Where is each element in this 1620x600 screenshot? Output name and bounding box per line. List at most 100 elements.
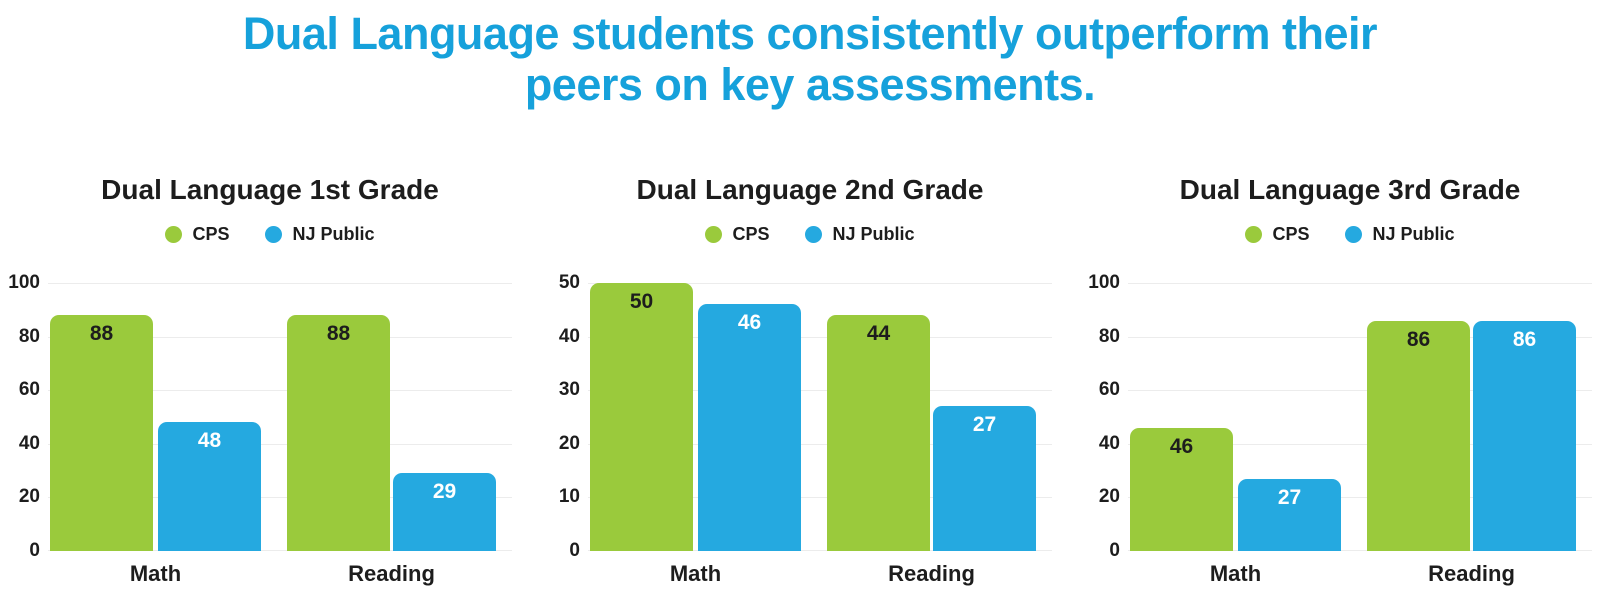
bar-value-label: 27 — [1277, 486, 1302, 509]
y-axis-tick-label: 80 — [1098, 325, 1120, 347]
chart-legend: CPS NJ Public — [0, 224, 540, 245]
x-axis-category-label: Reading — [888, 561, 975, 586]
page-title-line-2: peers on key assessments. — [524, 59, 1096, 110]
bar-value-label: 48 — [197, 429, 222, 452]
bar-nj-public-reading: 27 — [933, 406, 1036, 551]
gridline — [1128, 390, 1592, 392]
bar-value-label: 27 — [972, 413, 997, 436]
gridline — [48, 550, 512, 551]
bar-cps-math: 88 — [50, 315, 153, 551]
gridline — [588, 443, 1052, 445]
legend-item-cps: CPS — [705, 224, 769, 245]
gridline — [48, 336, 512, 338]
legend-label: NJ Public — [1372, 224, 1455, 244]
x-axis-category-label: Math — [129, 561, 182, 586]
y-axis-tick-label: 20 — [18, 486, 40, 508]
gridline — [1128, 497, 1592, 499]
y-axis-tick-label: 0 — [569, 540, 580, 561]
legend-item-nj-public: NJ Public — [805, 224, 915, 245]
bar-value-label: 86 — [1406, 328, 1431, 351]
legend-item-nj-public: NJ Public — [265, 224, 375, 245]
legend-item-nj-public: NJ Public — [1345, 224, 1455, 245]
page-title: Dual Language students consistently outp… — [0, 8, 1620, 110]
bar-nj-public-math: 27 — [1238, 479, 1341, 551]
gridline — [588, 550, 1052, 551]
bar-cps-reading: 88 — [287, 315, 390, 551]
gridline — [1128, 283, 1592, 284]
legend-item-cps: CPS — [165, 224, 229, 245]
chart-legend: CPS NJ Public — [540, 224, 1080, 245]
x-axis-category-label: Math — [669, 561, 722, 586]
bar-cps-reading: 44 — [827, 315, 930, 551]
gridline — [588, 336, 1052, 338]
legend-label: NJ Public — [832, 224, 915, 244]
chart-plot-area: 0 20 40 60 80 100 46 27 Math 86 86 Reading — [1088, 272, 1592, 586]
page-header: Dual Language students consistently outp… — [0, 8, 1620, 110]
gridline — [1128, 336, 1592, 338]
chart-panel-dual-language-1st-grade: Dual Language 1st Grade CPS NJ Public 0 20 40… — [0, 160, 540, 600]
chart-panel-dual-language-3rd-grade: Dual Language 3rd Grade CPS NJ Public 0 20 40… — [1080, 160, 1620, 600]
y-axis-tick-label: 10 — [558, 486, 580, 508]
bar-value-label: 88 — [326, 322, 351, 345]
chart-plot-area: 0 20 40 60 80 100 88 48 Math 88 29 Reading — [8, 272, 512, 586]
bar-value-label: 46 — [1169, 435, 1194, 458]
x-axis-category-label: Math — [1209, 561, 1262, 586]
chart-plot-area: 0 10 20 30 40 50 50 46 Math 44 27 Reading — [559, 272, 1052, 586]
bar-value-label: 29 — [432, 480, 457, 503]
bar-value-label: 50 — [629, 290, 654, 313]
page-title-line-1: Dual Language students consistently outp… — [242, 8, 1378, 59]
legend-swatch-cps-icon — [705, 226, 723, 243]
gridline — [48, 497, 512, 499]
bar-value-label: 46 — [737, 311, 762, 334]
legend-label: CPS — [1272, 224, 1310, 244]
y-axis-tick-label: 100 — [8, 272, 40, 293]
y-axis-tick-label: 40 — [558, 325, 580, 347]
chart-legend: CPS NJ Public — [1080, 224, 1620, 245]
bar-nj-public-math: 46 — [698, 304, 801, 551]
bar-cps-reading: 86 — [1367, 321, 1470, 551]
x-axis-category-label: Reading — [1428, 561, 1515, 586]
gridline — [588, 390, 1052, 392]
bar-cps-math: 46 — [1130, 428, 1233, 551]
gridline — [588, 283, 1052, 284]
y-axis-tick-label: 60 — [18, 379, 40, 401]
y-axis-tick-label: 80 — [18, 325, 40, 347]
x-axis-category-label: Reading — [348, 561, 435, 586]
bar-nj-public-math: 48 — [158, 422, 261, 551]
chart-title: Dual Language 2nd Grade — [636, 174, 984, 205]
legend-label: NJ Public — [292, 224, 375, 244]
chart-title: Dual Language 3rd Grade — [1179, 174, 1521, 205]
bar-nj-public-reading: 86 — [1473, 321, 1576, 551]
bar-cps-math: 50 — [590, 283, 693, 551]
y-axis-tick-label: 30 — [558, 379, 580, 401]
legend-label: CPS — [732, 224, 770, 244]
bar-nj-public-reading: 29 — [393, 473, 496, 551]
bar-value-label: 86 — [1512, 328, 1537, 351]
gridline — [48, 443, 512, 445]
bar-value-label: 88 — [89, 322, 114, 345]
legend-item-cps: CPS — [1245, 224, 1309, 245]
y-axis-tick-label: 40 — [18, 432, 40, 454]
legend-label: CPS — [192, 224, 230, 244]
y-axis-tick-label: 20 — [558, 432, 580, 454]
y-axis-tick-label: 100 — [1088, 272, 1120, 293]
chart-panel-dual-language-2nd-grade: Dual Language 2nd Grade CPS NJ Public 0 10 20… — [540, 160, 1080, 600]
y-axis-tick-label: 0 — [1109, 540, 1120, 561]
legend-swatch-nj-public-icon — [805, 226, 823, 243]
y-axis-tick-label: 0 — [29, 540, 40, 561]
legend-swatch-nj-public-icon — [265, 226, 283, 243]
legend-swatch-cps-icon — [165, 226, 183, 243]
y-axis-tick-label: 50 — [558, 272, 580, 293]
y-axis-tick-label: 40 — [1098, 432, 1120, 454]
gridline — [48, 283, 512, 284]
gridline — [48, 390, 512, 392]
y-axis-tick-label: 60 — [1098, 379, 1120, 401]
charts-row: Dual Language 1st Grade CPS NJ Public 0 20 40… — [0, 160, 1620, 600]
legend-swatch-cps-icon — [1245, 226, 1263, 243]
chart-title: Dual Language 1st Grade — [101, 174, 439, 205]
gridline — [1128, 443, 1592, 445]
y-axis-tick-label: 20 — [1098, 486, 1120, 508]
gridline — [1128, 550, 1592, 551]
gridline — [588, 497, 1052, 499]
